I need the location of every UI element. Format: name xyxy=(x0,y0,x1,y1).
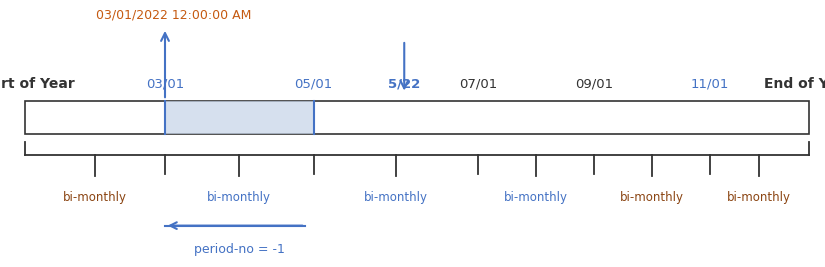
Text: period-no = -1: period-no = -1 xyxy=(194,243,285,256)
Text: bi-monthly: bi-monthly xyxy=(620,191,684,204)
Text: 09/01: 09/01 xyxy=(575,78,613,91)
Text: 03/01/2022 12:00:00 AM: 03/01/2022 12:00:00 AM xyxy=(96,8,251,21)
Text: bi-monthly: bi-monthly xyxy=(63,191,127,204)
Bar xyxy=(165,101,314,134)
Bar xyxy=(25,101,808,134)
Text: bi-monthly: bi-monthly xyxy=(727,191,791,204)
Text: 03/01: 03/01 xyxy=(146,78,184,91)
Text: Start of Year: Start of Year xyxy=(0,77,74,91)
Text: bi-monthly: bi-monthly xyxy=(364,191,428,204)
Text: bi-monthly: bi-monthly xyxy=(504,191,568,204)
Text: 07/01: 07/01 xyxy=(460,78,497,91)
Text: bi-monthly: bi-monthly xyxy=(207,191,271,204)
Text: 11/01: 11/01 xyxy=(691,78,728,91)
Text: 05/01: 05/01 xyxy=(295,78,332,91)
Text: 5/22: 5/22 xyxy=(388,78,421,91)
Text: End of Year: End of Year xyxy=(764,77,825,91)
